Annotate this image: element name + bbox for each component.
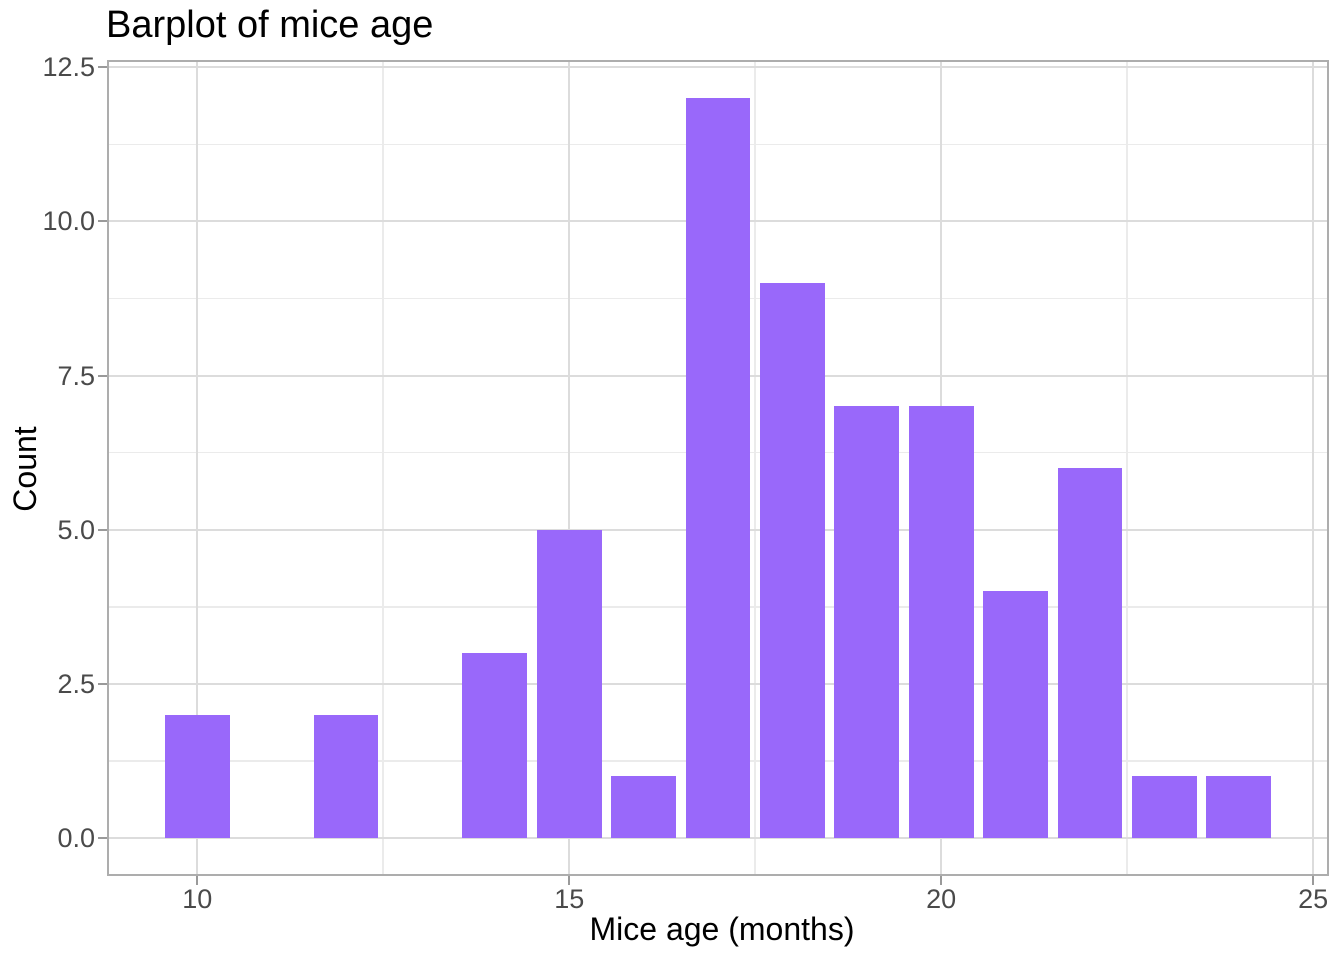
bar-month-21 bbox=[983, 591, 1048, 838]
bar-month-15 bbox=[536, 529, 602, 838]
y-tick-label: 7.5 bbox=[57, 360, 95, 391]
y-tick-label: 10.0 bbox=[42, 206, 95, 237]
x-tick-label: 15 bbox=[554, 884, 585, 914]
x-tick-mark bbox=[940, 876, 943, 885]
y-tick-label: 2.5 bbox=[57, 668, 95, 699]
y-tick-mark bbox=[98, 220, 107, 223]
bar-month-20 bbox=[908, 406, 974, 838]
x-minor-gridline bbox=[1126, 61, 1128, 875]
y-tick-mark bbox=[98, 837, 107, 839]
y-tick-label: 0.0 bbox=[57, 823, 95, 853]
y-tick-mark bbox=[98, 682, 107, 685]
x-axis-title: Mice age (months) bbox=[589, 911, 855, 947]
bar-month-14 bbox=[462, 653, 528, 838]
y-major-gridline bbox=[108, 837, 1328, 839]
bar-month-18 bbox=[760, 283, 825, 838]
y-tick-mark bbox=[98, 374, 107, 377]
x-tick-mark bbox=[196, 876, 199, 885]
x-tick-mark bbox=[1312, 876, 1315, 885]
y-major-gridline bbox=[108, 66, 1328, 69]
y-tick-label: 5.0 bbox=[57, 514, 95, 545]
bar-month-22 bbox=[1057, 468, 1123, 838]
bar-month-19 bbox=[834, 406, 900, 838]
bar-month-12 bbox=[313, 714, 379, 838]
x-minor-gridline bbox=[754, 61, 756, 875]
bar-month-10 bbox=[164, 714, 230, 838]
x-tick-mark bbox=[568, 876, 571, 885]
bar-month-23 bbox=[1131, 776, 1197, 838]
x-minor-gridline bbox=[382, 61, 384, 875]
bar-month-24 bbox=[1206, 776, 1272, 838]
x-tick-label: 10 bbox=[182, 884, 213, 914]
x-tick-label: 20 bbox=[926, 884, 957, 914]
plot-title: Barplot of mice age bbox=[106, 4, 434, 46]
x-major-gridline bbox=[1312, 61, 1315, 875]
y-tick-label: 12.5 bbox=[42, 52, 95, 83]
y-tick-mark bbox=[98, 528, 107, 531]
y-tick-mark bbox=[98, 66, 107, 69]
bar-month-17 bbox=[685, 98, 751, 838]
x-major-gridline bbox=[196, 61, 199, 875]
bar-month-16 bbox=[611, 776, 676, 838]
x-tick-label: 25 bbox=[1298, 884, 1329, 914]
x-major-gridline bbox=[568, 61, 571, 875]
